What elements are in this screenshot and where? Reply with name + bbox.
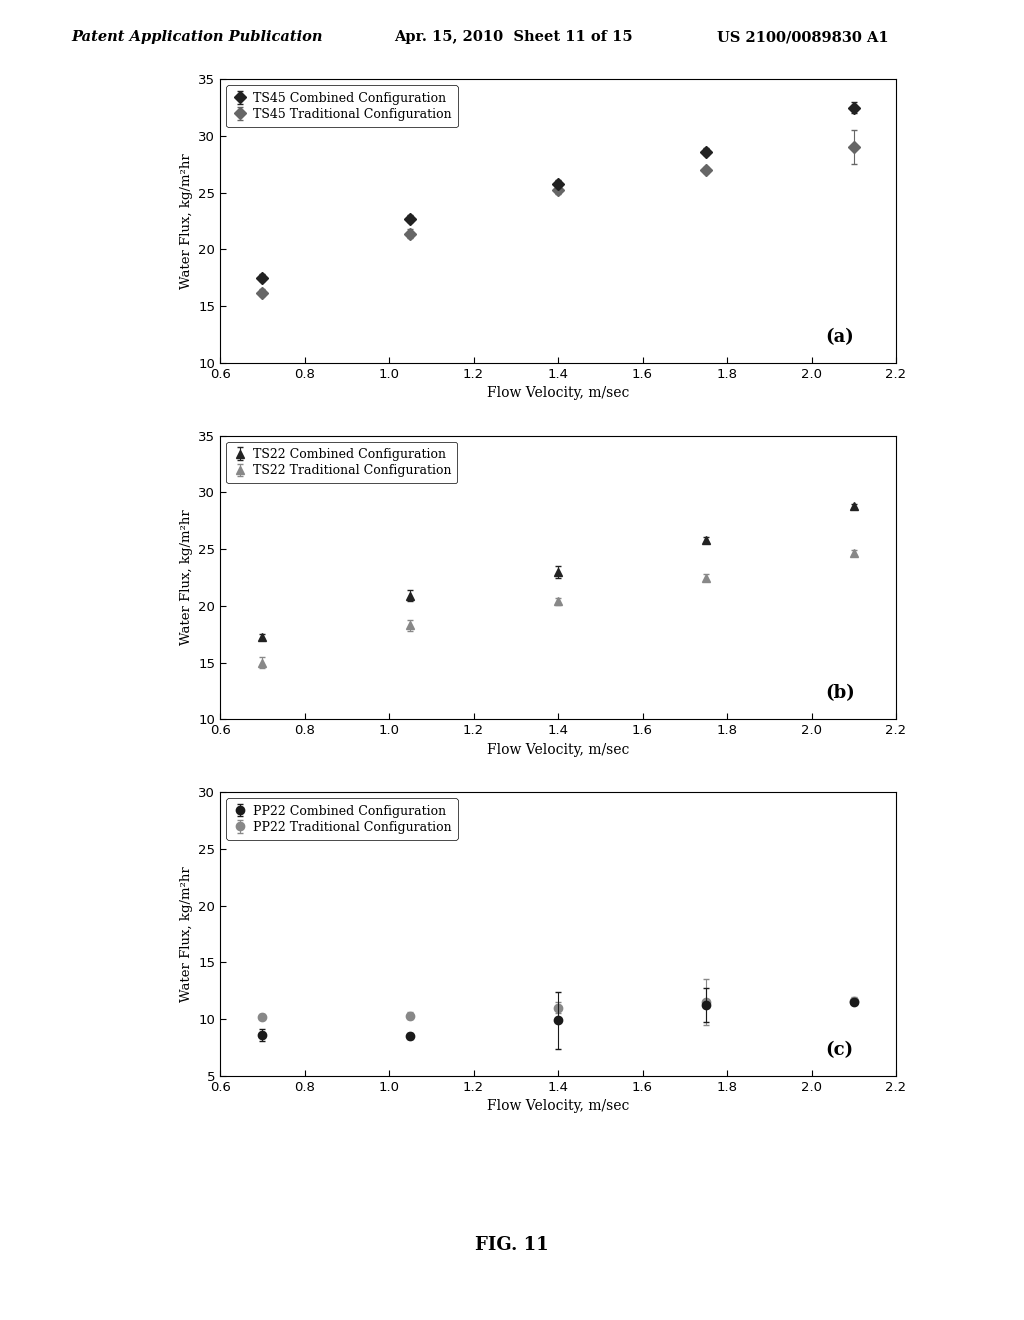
Y-axis label: Water Flux, kg/m²hr: Water Flux, kg/m²hr [180, 153, 193, 289]
X-axis label: Flow Velocity, m/sec: Flow Velocity, m/sec [486, 1100, 630, 1113]
Text: US 2100/0089830 A1: US 2100/0089830 A1 [717, 30, 889, 45]
Legend: TS45 Combined Configuration, TS45 Traditional Configuration: TS45 Combined Configuration, TS45 Tradit… [226, 86, 458, 127]
Text: Apr. 15, 2010  Sheet 11 of 15: Apr. 15, 2010 Sheet 11 of 15 [394, 30, 633, 45]
Text: (b): (b) [825, 684, 855, 702]
Text: Patent Application Publication: Patent Application Publication [72, 30, 324, 45]
Text: (c): (c) [825, 1040, 853, 1059]
Y-axis label: Water Flux, kg/m²hr: Water Flux, kg/m²hr [180, 510, 193, 645]
Y-axis label: Water Flux, kg/m²hr: Water Flux, kg/m²hr [180, 866, 193, 1002]
Text: FIG. 11: FIG. 11 [475, 1236, 549, 1254]
Legend: PP22 Combined Configuration, PP22 Traditional Configuration: PP22 Combined Configuration, PP22 Tradit… [226, 799, 458, 840]
Legend: TS22 Combined Configuration, TS22 Traditional Configuration: TS22 Combined Configuration, TS22 Tradit… [226, 442, 458, 483]
Text: (a): (a) [825, 327, 854, 346]
X-axis label: Flow Velocity, m/sec: Flow Velocity, m/sec [486, 387, 630, 400]
X-axis label: Flow Velocity, m/sec: Flow Velocity, m/sec [486, 743, 630, 756]
